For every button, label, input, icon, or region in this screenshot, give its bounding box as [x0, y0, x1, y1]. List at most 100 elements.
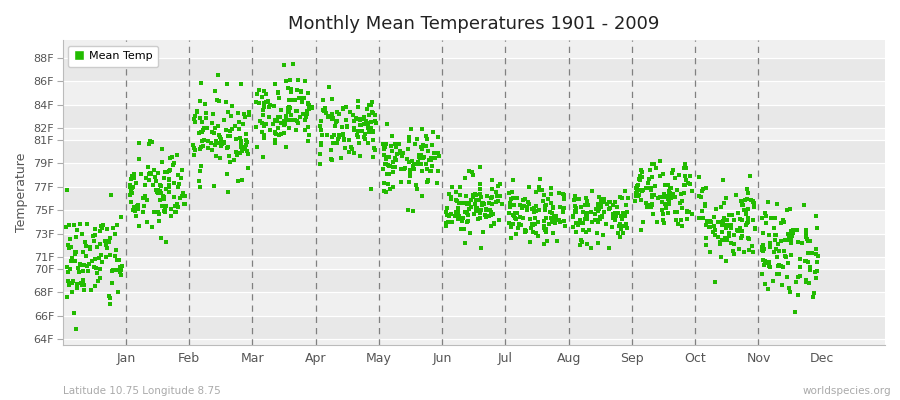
Point	[538, 227, 553, 234]
Point	[59, 264, 74, 270]
Point	[170, 184, 184, 190]
Point	[741, 215, 755, 221]
Point	[139, 175, 153, 181]
Point	[151, 170, 166, 176]
Point	[356, 116, 370, 122]
Point	[291, 76, 305, 83]
Point	[460, 212, 474, 218]
Point	[232, 118, 247, 125]
Point	[346, 146, 360, 152]
Point	[568, 208, 582, 214]
Point	[234, 140, 248, 147]
Bar	[62, 128, 885, 140]
Point	[212, 72, 226, 78]
Point	[326, 115, 340, 122]
Point	[294, 89, 309, 96]
Point	[664, 185, 679, 191]
Point	[779, 254, 794, 260]
Point	[566, 213, 580, 220]
Point	[527, 205, 542, 211]
Point	[402, 178, 417, 185]
Point	[93, 241, 107, 247]
Point	[578, 216, 592, 222]
Point	[269, 131, 284, 138]
Point	[284, 85, 298, 92]
Point	[364, 186, 378, 192]
Point	[659, 205, 673, 212]
Point	[525, 206, 539, 212]
Point	[388, 155, 402, 161]
Point	[379, 160, 393, 167]
Point	[460, 219, 474, 225]
Point	[412, 155, 427, 162]
Point	[124, 173, 139, 180]
Point	[268, 116, 283, 123]
Point	[255, 94, 269, 101]
Point	[208, 142, 222, 149]
Point	[590, 206, 604, 212]
Point	[379, 189, 393, 195]
Point	[357, 121, 372, 128]
Point	[504, 234, 518, 241]
Point	[347, 118, 362, 124]
Point	[382, 163, 397, 170]
Point	[466, 211, 481, 217]
Point	[388, 164, 402, 170]
Point	[790, 238, 805, 245]
Point	[808, 269, 823, 276]
Point	[342, 137, 356, 144]
Point	[314, 127, 328, 134]
Point	[414, 144, 428, 151]
Point	[492, 181, 507, 188]
Point	[438, 222, 453, 229]
Point	[579, 229, 593, 236]
Point	[155, 203, 169, 209]
Point	[152, 188, 166, 194]
Point	[367, 145, 382, 151]
Point	[780, 274, 795, 280]
Point	[189, 107, 203, 114]
Point	[301, 90, 315, 96]
Point	[137, 203, 151, 209]
Point	[325, 110, 339, 117]
Point	[328, 123, 342, 129]
Point	[193, 114, 207, 121]
Point	[675, 205, 689, 211]
Point	[771, 270, 786, 277]
Point	[337, 136, 351, 142]
Point	[546, 230, 561, 236]
Point	[329, 108, 344, 115]
Point	[81, 268, 95, 274]
Point	[151, 218, 166, 224]
Point	[739, 211, 753, 217]
Point	[405, 158, 419, 164]
Point	[432, 153, 446, 160]
Point	[333, 155, 347, 161]
Point	[148, 187, 163, 194]
Point	[93, 265, 107, 272]
Point	[85, 258, 99, 264]
Bar	[62, 140, 885, 163]
Point	[290, 87, 304, 93]
Point	[628, 193, 643, 200]
Point	[256, 154, 271, 160]
Point	[714, 254, 728, 260]
Point	[293, 95, 308, 101]
Point	[102, 238, 116, 245]
Point	[255, 129, 269, 135]
Point	[357, 131, 372, 138]
Point	[176, 167, 190, 174]
Point	[138, 193, 152, 200]
Point	[698, 242, 713, 248]
Point	[402, 159, 417, 165]
Point	[654, 207, 669, 213]
Point	[697, 186, 711, 192]
Point	[539, 215, 554, 222]
Point	[268, 130, 283, 136]
Point	[754, 215, 769, 221]
Point	[639, 200, 653, 206]
Point	[486, 211, 500, 218]
Point	[430, 134, 445, 140]
Point	[529, 189, 544, 195]
Point	[657, 193, 671, 200]
